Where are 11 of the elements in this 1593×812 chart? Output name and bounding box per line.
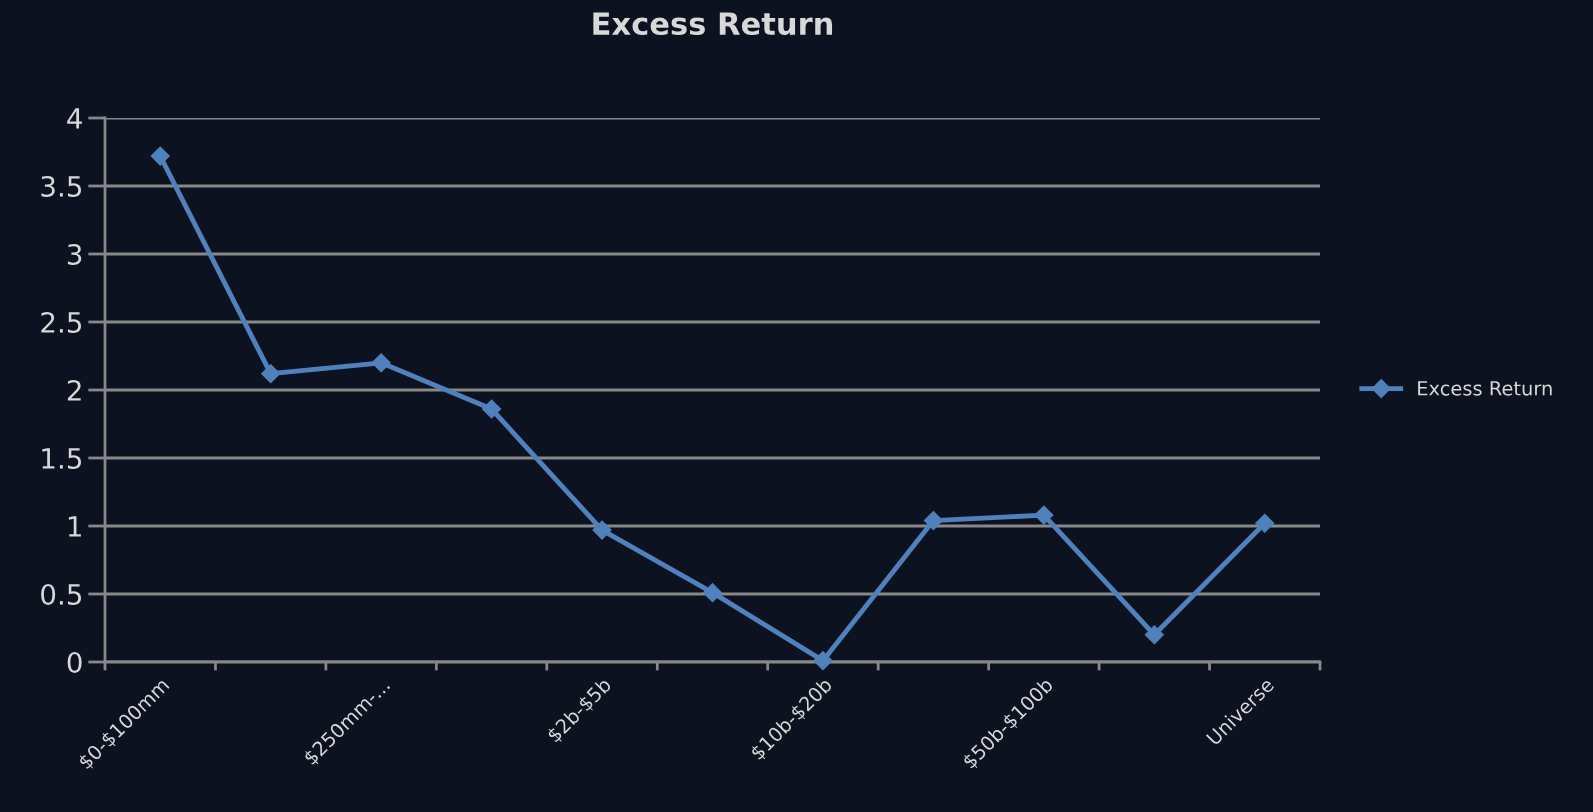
y-tick-label: 3 [67,243,82,265]
y-tick-label: 0.5 [41,583,82,605]
chart-title: Excess Return [593,12,833,36]
y-tick-label: 3.5 [41,175,82,197]
y-tick-label: 1.5 [42,448,82,469]
legend-label: Excess Return [1418,381,1552,396]
y-tick-label: 2 [67,379,81,401]
y-tick-label: 2.5 [41,311,82,333]
y-tick-label: 0 [67,651,82,673]
y-tick-label: 4 [67,108,82,129]
y-tick-label: 1 [68,516,81,537]
